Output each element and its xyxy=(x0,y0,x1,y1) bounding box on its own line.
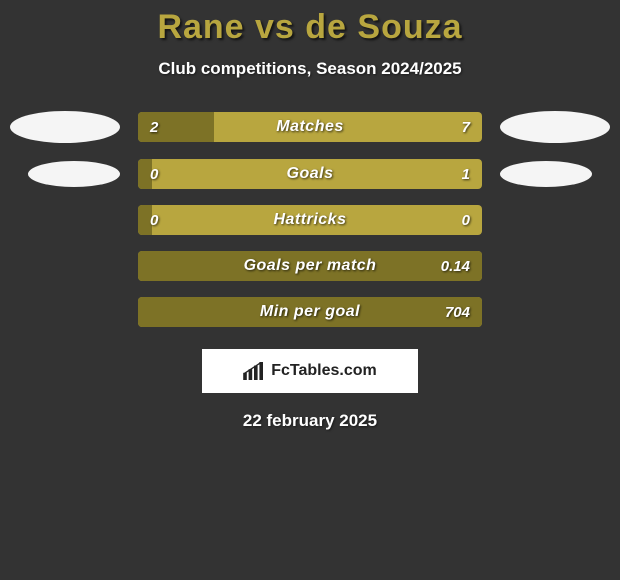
stat-row: 2Matches7 xyxy=(0,111,620,143)
stat-value-right: 0 xyxy=(462,205,470,235)
player-ellipse-left xyxy=(28,161,120,187)
stat-label: Min per goal xyxy=(138,297,482,327)
stat-label: Goals xyxy=(138,159,482,189)
stat-bar: 0Goals1 xyxy=(138,159,482,189)
bar-chart-icon xyxy=(243,362,265,380)
stat-value-right: 1 xyxy=(462,159,470,189)
stat-label: Matches xyxy=(138,112,482,142)
stat-value-right: 0.14 xyxy=(441,251,470,281)
page-title: Rane vs de Souza xyxy=(0,8,620,47)
comparison-card: Rane vs de Souza Club competitions, Seas… xyxy=(0,0,620,431)
stat-label: Hattricks xyxy=(138,205,482,235)
stat-bar: Goals per match0.14 xyxy=(138,251,482,281)
stat-row: Goals per match0.14 xyxy=(0,251,620,281)
subtitle: Club competitions, Season 2024/2025 xyxy=(0,59,620,79)
stat-row: 0Hattricks0 xyxy=(0,205,620,235)
stat-label: Goals per match xyxy=(138,251,482,281)
stat-row: Min per goal704 xyxy=(0,297,620,327)
player-ellipse-right xyxy=(500,161,592,187)
logo-text: FcTables.com xyxy=(271,362,377,380)
stat-bar: 0Hattricks0 xyxy=(138,205,482,235)
stats-area: 2Matches70Goals10Hattricks0Goals per mat… xyxy=(0,111,620,327)
footer-date: 22 february 2025 xyxy=(0,411,620,431)
stat-bar: Min per goal704 xyxy=(138,297,482,327)
stat-bar: 2Matches7 xyxy=(138,112,482,142)
player-ellipse-left xyxy=(10,111,120,143)
stat-value-right: 704 xyxy=(445,297,470,327)
stat-row: 0Goals1 xyxy=(0,159,620,189)
logo-box: FcTables.com xyxy=(202,349,418,393)
player-ellipse-right xyxy=(500,111,610,143)
stat-value-right: 7 xyxy=(462,112,470,142)
